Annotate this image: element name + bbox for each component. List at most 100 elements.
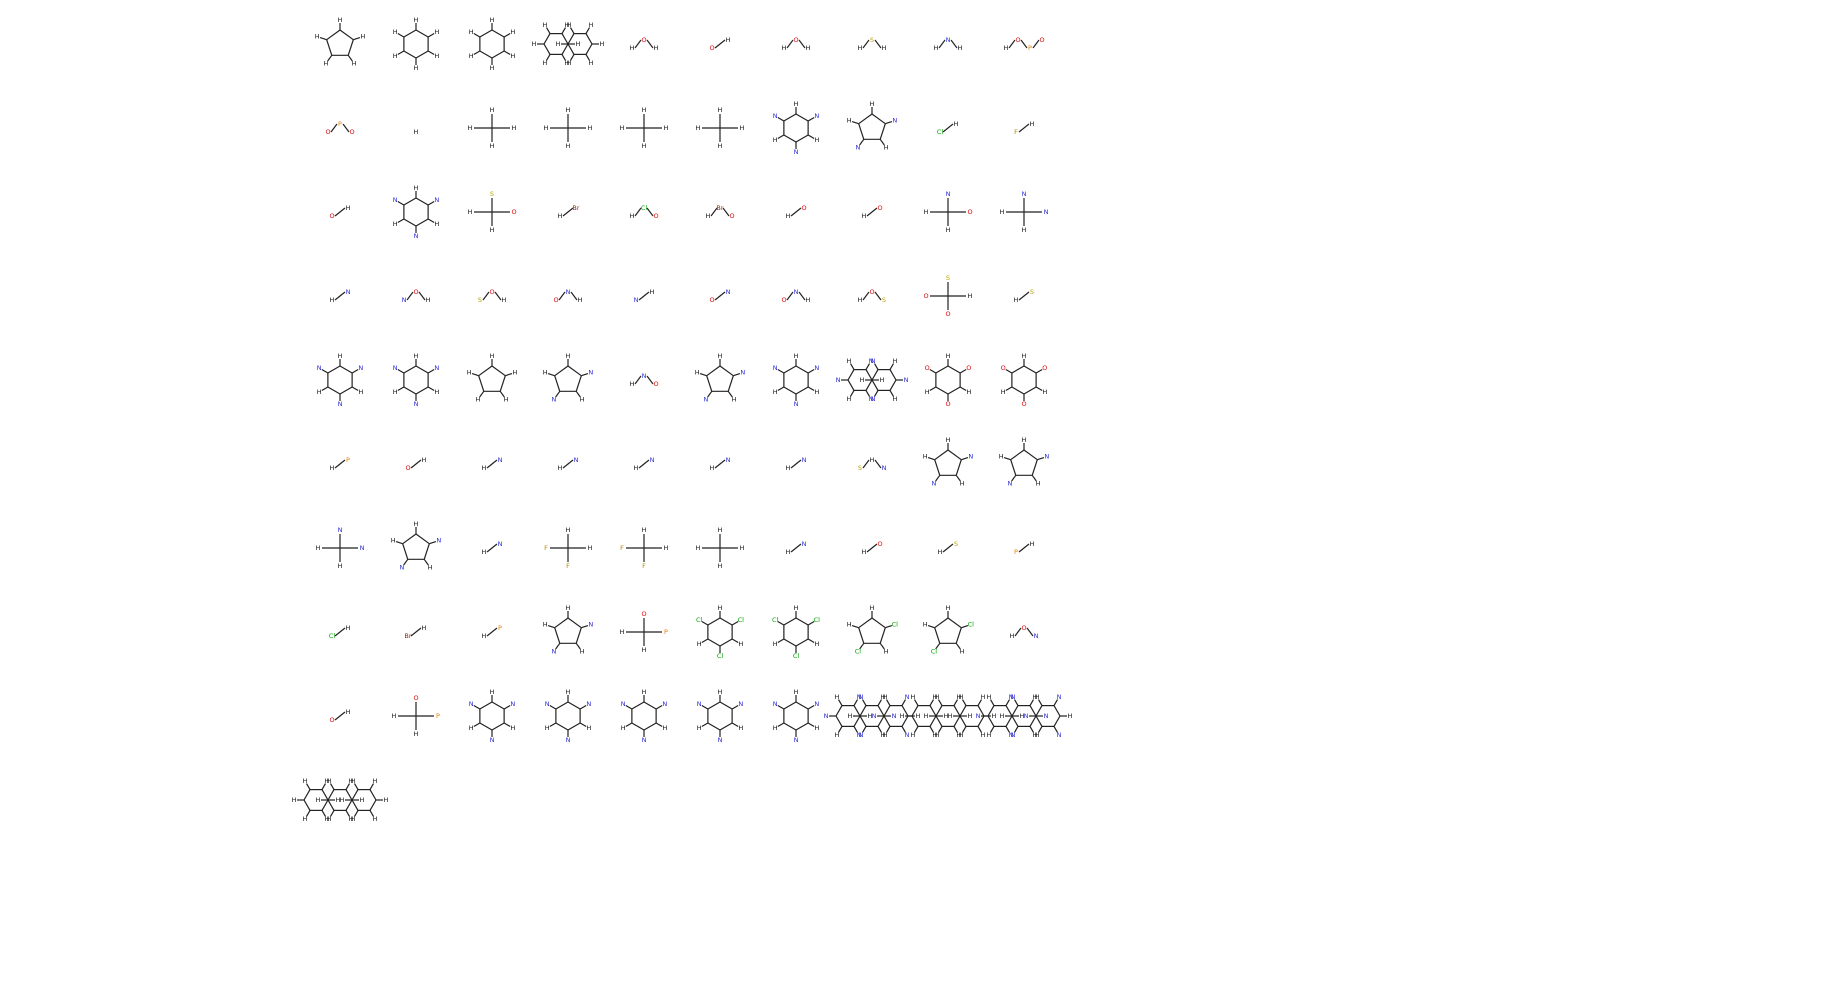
atom-label-h: H [893,357,898,365]
bond [1035,705,1043,717]
atom-label-h: H [718,562,723,570]
bond [345,810,351,817]
atom-label-p: P [498,624,502,632]
bond [423,543,430,560]
bond [807,116,815,122]
molecule-dimethyl-sulfone: H O S H [452,178,552,264]
bond [706,375,713,392]
bond [402,543,409,560]
bond [1031,474,1037,482]
bond [913,726,919,733]
bond [547,624,555,629]
atom-label-h: H [999,453,1004,461]
bond [707,638,721,647]
bond [499,390,505,398]
bond [935,705,943,717]
atom-label-o: O [329,212,334,220]
atom-label-h: H [860,376,865,384]
bond [569,54,575,61]
bond [861,699,867,706]
bond [865,379,873,391]
bond [319,36,327,41]
molecule-structure-hydrogen-chloride: Cl H [329,624,351,640]
bond [339,365,353,374]
atom-label-n: N [802,456,807,464]
atom-label-o: O [709,44,714,52]
molecule-structure-ammonium-a: HN [482,456,503,472]
atom-label-h: H [303,815,308,823]
molecule-triazoline: H N H N H [528,598,628,684]
molecule-structure-nitroxyl: ONH [781,288,810,304]
molecule-hydrogen-chloride: Cl H [300,598,400,684]
atom-label-h: H [882,44,887,52]
molecule-bromomethane: H Br [528,178,628,264]
bond [849,363,855,370]
bond [901,705,909,717]
atom-label-h: H [414,128,419,136]
atom-label-h: H [580,395,585,403]
bond [415,218,429,227]
atom-label-n: N [588,621,593,629]
atom-label-cl: Cl [641,204,648,212]
atom-label-h: H [393,220,398,228]
bond [885,699,891,706]
bond [871,369,879,381]
molecule-branched-alkane-a: H H H H [604,94,704,180]
bond [1003,456,1011,461]
bond [482,291,490,301]
bond [877,705,885,717]
molecule-structure-triazole: H N H N H [695,352,746,403]
molecule-triazole: H N H N H [680,346,780,432]
molecule-structure-methanethiol: HSH [858,36,887,52]
bond [345,799,353,811]
atom-label-h: H [558,464,563,472]
bond [927,624,935,629]
bond [625,722,633,728]
bond [585,33,593,45]
atom-label-h: H [1036,479,1041,487]
bond [427,32,435,38]
atom-label-h: H [330,296,335,304]
bond [479,701,493,710]
atom-label-h: H [327,777,332,785]
bond [638,291,650,301]
bond [959,705,967,717]
atom-label-h: H [773,136,778,144]
molecule-structure-ammonia: HNH [934,36,963,52]
bond [549,704,557,710]
bond [1053,705,1061,717]
bond [837,699,843,706]
atom-label-n: N [904,376,909,384]
bond [321,810,327,817]
atom-label-o: O [709,296,714,304]
bond [865,363,871,370]
molecule-structure-phosphine-b: HP [482,624,502,640]
bond [1053,699,1059,706]
bond [934,627,941,644]
atom-label-n: N [650,456,655,464]
bond [853,726,859,733]
bond [807,386,815,392]
bond [334,291,346,301]
bond [731,638,739,644]
molecule-structure-ammonia-b: HN [786,540,807,556]
atom-label-cl: Cl [772,616,779,624]
bond [353,36,361,41]
bond [418,291,426,301]
atom-label-h: H [987,693,992,701]
bond [807,368,815,374]
atom-label-n: N [794,736,799,744]
atom-label-n: N [869,357,874,365]
bond [783,113,797,122]
bond [427,368,435,374]
bond [543,43,551,55]
bond [901,699,907,706]
bond [953,715,961,727]
atom-label-s: S [882,296,886,304]
atom-label-h: H [620,628,625,636]
